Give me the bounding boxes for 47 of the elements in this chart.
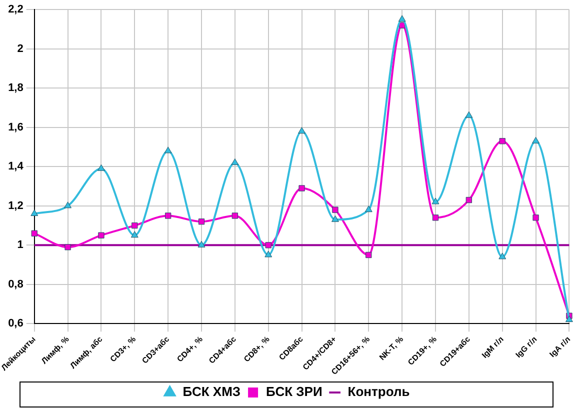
y-tick-label: 2,2 — [8, 4, 24, 16]
point — [499, 138, 506, 144]
point — [231, 158, 239, 165]
point — [30, 210, 38, 216]
y-tick-label: 0,8 — [8, 278, 24, 290]
point — [232, 212, 238, 219]
point — [532, 214, 539, 221]
point — [432, 198, 440, 204]
point — [298, 185, 305, 192]
point — [532, 136, 540, 144]
x-tick-label: IgA г/л — [548, 334, 572, 360]
y-tick-label: 1,4 — [8, 160, 24, 173]
point — [198, 240, 206, 248]
point — [398, 15, 406, 22]
y-tick-label: 2 — [17, 42, 24, 55]
point — [264, 250, 272, 258]
y-tick-label: 1 — [17, 239, 24, 252]
x-tick-label: IgM г/л — [480, 334, 506, 360]
point — [364, 206, 372, 212]
point — [466, 196, 472, 204]
legend-label: Контроль — [348, 384, 410, 400]
point — [64, 202, 72, 208]
point — [332, 206, 338, 213]
legend-label: БСК ЗРИ — [266, 384, 322, 400]
y-tick-label: 0,6 — [8, 318, 24, 330]
point — [298, 127, 306, 134]
point — [265, 242, 272, 248]
point — [130, 231, 138, 238]
point — [132, 222, 138, 229]
point — [164, 146, 172, 154]
point — [64, 244, 71, 250]
point — [465, 111, 473, 118]
y-tick-label: 1,2 — [8, 200, 24, 212]
legend-label: БСК ХМЗ — [182, 384, 241, 400]
point — [198, 218, 205, 225]
y-tick-label: 1,8 — [8, 82, 24, 94]
point — [98, 232, 104, 238]
point — [498, 252, 506, 260]
point — [332, 215, 339, 222]
point — [565, 316, 573, 322]
y-tick-label: 1,6 — [8, 121, 24, 134]
point — [98, 164, 105, 171]
point — [366, 252, 372, 258]
point — [31, 230, 38, 236]
x-tick-label: IgG г/л — [514, 334, 539, 360]
point — [432, 214, 439, 221]
point — [164, 212, 172, 219]
